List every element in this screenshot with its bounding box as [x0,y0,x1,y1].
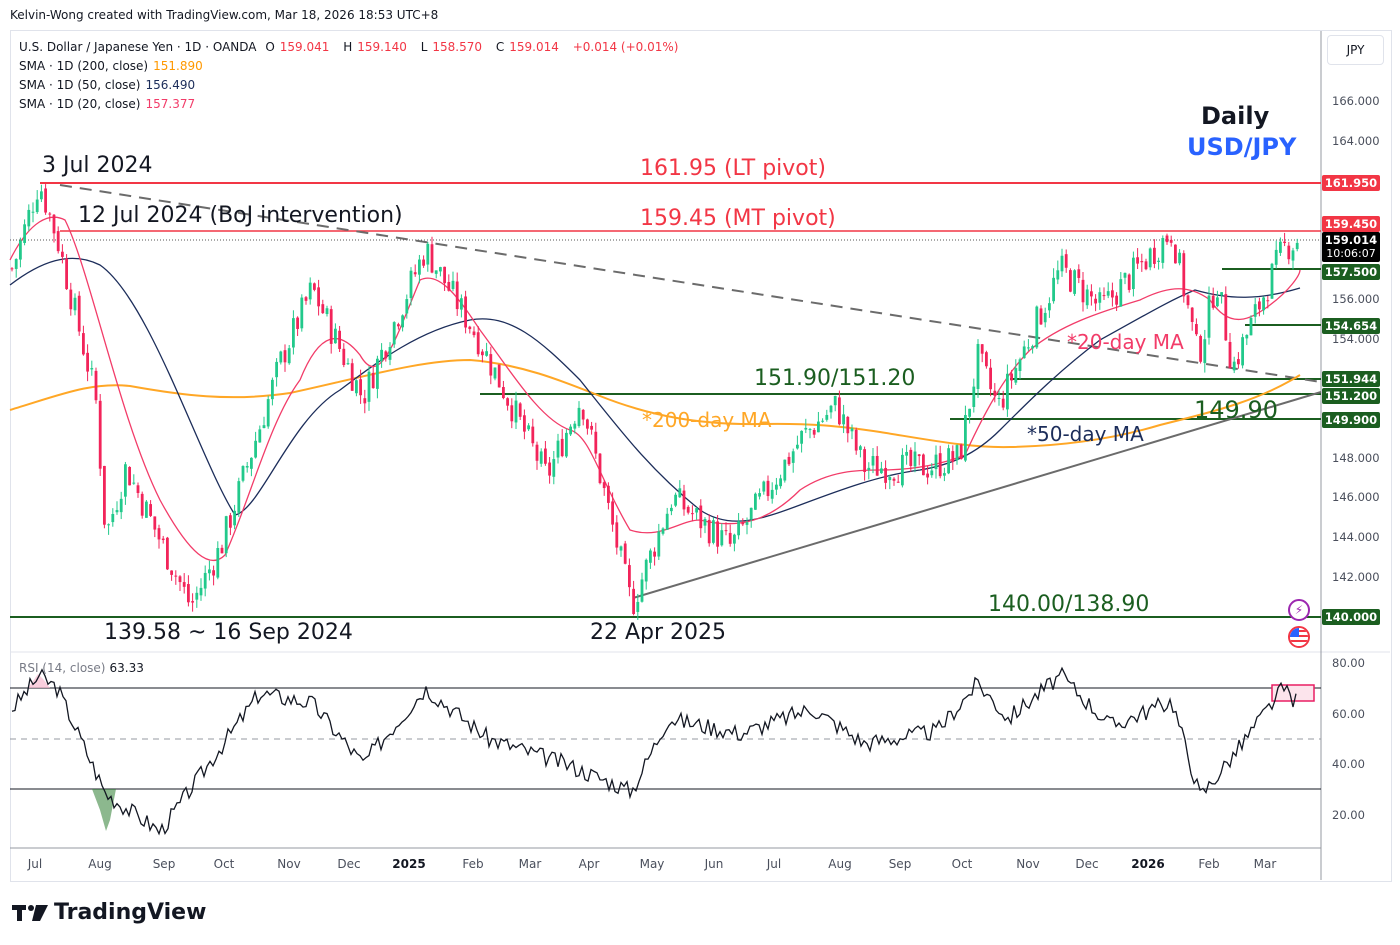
time-axis-label: Feb [1198,857,1220,871]
sma200-line [9,358,1301,449]
annotation-jul3: 3 Jul 2024 [42,153,153,178]
ohlc-high: H 159.140 [343,40,407,54]
currency-button[interactable]: JPY [1327,35,1384,65]
chart-credit: Kelvin-Wong created with TradingView.com… [10,8,439,22]
ohlc-open: O 159.041 [265,40,330,54]
title-daily: Daily [1201,102,1270,130]
price-tag-159-450: 159.450 [1322,216,1380,232]
price-candles [10,184,1299,620]
brand-name: TradingView [54,900,207,925]
rsi-legend[interactable]: RSI (14, close) 63.33 [19,661,144,675]
time-axis-label: Oct [213,857,235,871]
time-axis-label: Oct [951,857,973,871]
price-tick: 166.000 [1332,94,1380,108]
price-tag-157-500: 157.500 [1322,264,1380,280]
rsi-tick: 60.00 [1332,707,1365,721]
time-axis-label: Sep [888,857,912,871]
rsi-tick: 80.00 [1332,656,1365,670]
price-tag-154-654: 154.654 [1322,318,1380,334]
time-axis-label: Aug [828,857,852,871]
tradingview-logo[interactable]: TradingView [12,900,206,925]
time-axis-label: Jul [27,857,43,871]
price-tick: 156.000 [1332,292,1380,306]
annotation-support-140: 140.00/138.90 [988,592,1150,617]
sma50-line [9,257,1301,522]
sma200-value: 151.890 [153,59,203,73]
price-tick: 164.000 [1332,134,1380,148]
ohlc-low: L 158.570 [420,40,483,54]
rsi-tick: 20.00 [1332,808,1365,822]
price-tick: 154.000 [1332,332,1380,346]
time-axis-label: Apr [578,857,600,871]
annotation-support-149: 149.90 [1194,396,1278,424]
time-axis-label: Dec [337,857,361,871]
sma200-legend-row[interactable]: SMA · 1D (200, close) 151.890 [19,59,203,73]
symbol-legend-row[interactable]: U.S. Dollar / Japanese Yen · 1D · OANDA … [19,38,683,57]
bar-countdown: 10:06:07 [1326,247,1376,260]
annotation-low-apr-2025: 22 Apr 2025 [590,620,727,645]
time-axis-label: Mar [1253,857,1277,871]
sma20-legend-row[interactable]: SMA · 1D (20, close) 157.377 [19,97,196,111]
sma50-value: 156.490 [145,78,196,92]
annotation-jul12: 12 Jul 2024 (BoJ intervention) [78,203,403,228]
us-flag-events-icon[interactable] [1288,626,1310,648]
rsi-line [11,666,1297,836]
descending-trendline[interactable] [59,184,1322,383]
price-tag-140-000: 140.000 [1322,609,1380,625]
time-axis-label: 2026 [1131,857,1165,871]
price-tag-149-900: 149.900 [1322,412,1380,428]
time-axis-label: Aug [88,857,112,871]
time-axis-label: Mar [518,857,542,871]
annotation-support-151: 151.90/151.20 [754,366,916,391]
price-tick: 144.000 [1332,530,1380,544]
sma20-value: 157.377 [145,97,196,111]
lightning-event-icon[interactable]: ⚡ [1288,599,1310,621]
annotation-ma200: *200-day MA [642,408,772,432]
ohlc-close: C 159.014 [495,40,559,54]
rsi-tick: 40.00 [1332,757,1365,771]
time-axis-label: May [639,857,665,871]
horizontal-levels[interactable] [10,182,1321,618]
price-tag-161-950: 161.950 [1322,175,1380,191]
rsi-highlight-box[interactable] [1271,684,1315,702]
time-axis-label: Nov [277,857,301,871]
annotation-mt-pivot: 159.45 (MT pivot) [640,206,836,231]
time-axis-label: 2025 [392,857,426,871]
last-price-tag: 159.014 10:06:07 [1322,232,1380,262]
price-tag-151-944: 151.944 [1322,371,1380,387]
chart-legend: U.S. Dollar / Japanese Yen · 1D · OANDA … [19,38,683,114]
tradingview-logo-icon [12,904,48,921]
price-tick: 148.000 [1332,451,1380,465]
annotation-low-sep-2024: 139.58 ~ 16 Sep 2024 [104,620,353,645]
time-axis-label: Jul [766,857,782,871]
time-axis-label: Feb [462,857,484,871]
sma50-legend-row[interactable]: SMA · 1D (50, close) 156.490 [19,78,196,92]
time-axis-label: Dec [1075,857,1099,871]
annotation-ma20: *20-day MA [1067,330,1184,354]
ohlc-change: +0.014 (+0.01%) [572,40,679,54]
price-tag-151-200: 151.200 [1322,388,1380,404]
rsi-value: 63.33 [109,661,144,675]
chart-frame [10,30,1392,882]
time-axis-label: Jun [704,857,724,871]
symbol-name: U.S. Dollar / Japanese Yen · 1D · OANDA [19,40,257,54]
rsi-oversold-fill [92,789,116,831]
annotation-ma50: *50-day MA [1027,422,1144,446]
price-tick: 146.000 [1332,490,1380,504]
time-axis-label: Sep [152,857,176,871]
annotation-lt-pivot: 161.95 (LT pivot) [640,156,826,181]
ascending-trendline[interactable] [632,391,1322,599]
last-price: 159.014 [1324,233,1378,247]
time-axis-label: Nov [1016,857,1040,871]
price-tick: 142.000 [1332,570,1380,584]
sma20-line [9,216,1301,562]
title-pair: USD/JPY [1187,133,1297,161]
